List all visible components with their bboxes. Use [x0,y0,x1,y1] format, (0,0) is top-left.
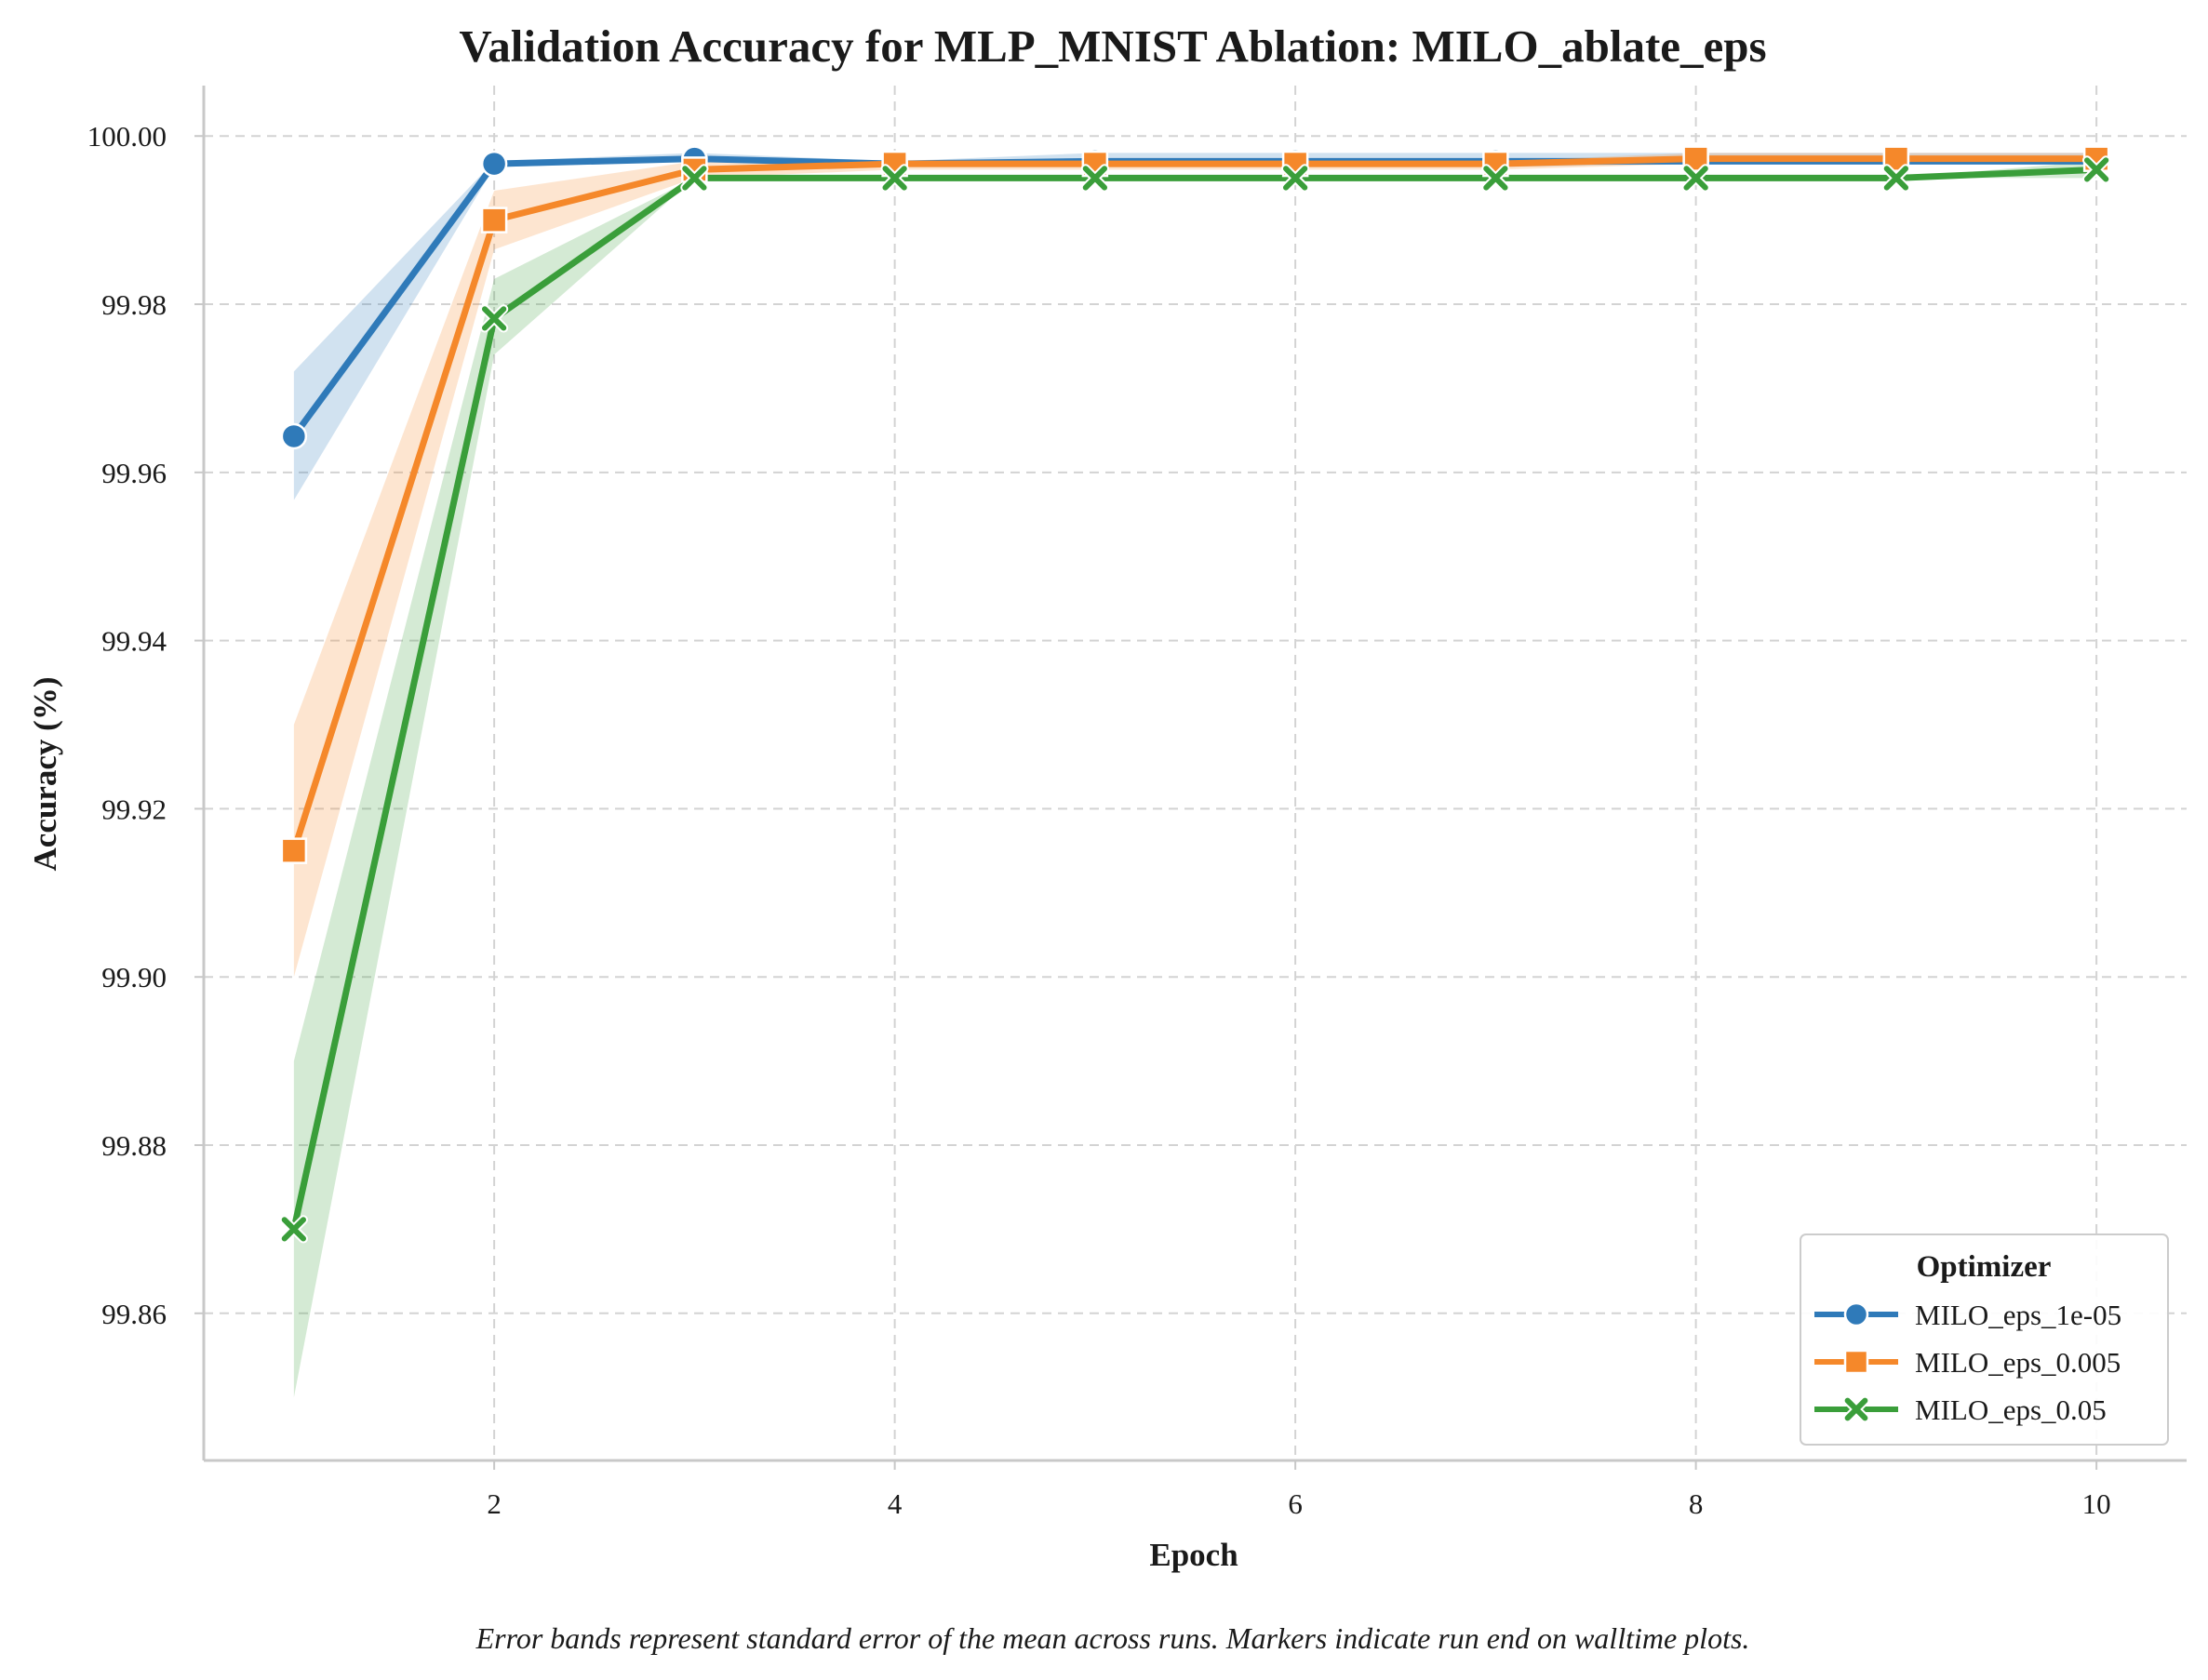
y-tick-label: 99.98 [101,288,167,321]
y-tick-label: 99.96 [101,457,167,489]
data-point [279,1215,309,1244]
x-tick-label: 4 [888,1487,903,1520]
x-tick-label: 6 [1288,1487,1303,1520]
legend-label: MILO_eps_1e-05 [1915,1299,2121,1331]
x-tick-label: 10 [2082,1487,2111,1520]
error-bands [293,153,2097,1398]
y-tick-label: 99.94 [101,625,167,658]
legend-entries: MILO_eps_1e-05 MILO_eps_0.005 MILO_eps_0.0… [1814,1299,2121,1426]
legend-title: Optimizer [1917,1250,2052,1284]
series-markers [279,145,2111,1244]
data-point [1080,164,1110,193]
series-line [290,155,2100,855]
legend-entry: MILO_eps_1e-05 [1814,1299,2121,1331]
legend-label: MILO_eps_0.005 [1915,1346,2121,1379]
x-tick-label: 8 [1689,1487,1704,1520]
data-point [880,164,909,193]
y-tick-label: 99.88 [101,1129,167,1162]
y-ticks: 99.86 99.88 99.90 99.92 99.94 99.96 99.98 100.0… [87,120,204,1330]
series-line [290,166,2100,1233]
y-tick-label: 99.86 [101,1298,167,1330]
data-point [280,837,308,864]
data-point [480,207,508,233]
y-axis-label: Accuracy (%) [27,677,63,872]
y-tick-label: 100.00 [87,120,167,153]
data-point [1843,1349,1869,1375]
data-point [680,164,709,193]
data-point [1881,164,1911,193]
legend-box [1800,1233,2169,1446]
data-point [480,150,508,178]
series-lines [290,155,2100,1233]
legend-entry: MILO_eps_0.005 [1814,1346,2121,1379]
data-point [2082,155,2111,184]
legend-entry: MILO_eps_0.05 [1814,1393,2107,1426]
y-tick-label: 99.92 [101,793,167,825]
data-point [1681,164,1710,193]
data-point [1843,1301,1869,1327]
legend: Optimizer MILO_eps_1e-05MILO_eps_0.005MI… [1800,1233,2169,1446]
data-point [1280,164,1310,193]
y-tick-label: 99.90 [101,961,167,993]
data-point [479,304,509,333]
data-point [1842,1395,1870,1423]
chart-title: Validation Accuracy for MLP_MNIST Ablati… [459,20,1766,72]
axes [202,86,2187,1462]
legend-label: MILO_eps_0.05 [1915,1393,2107,1426]
x-ticks: 2 4 6 8 10 [487,1460,2111,1520]
x-axis-label: Epoch [1149,1537,1238,1573]
error-band [293,161,2097,1398]
data-point [280,422,308,450]
x-tick-label: 2 [487,1487,502,1520]
figure-caption: Error bands represent standard error of … [475,1621,1750,1655]
data-point [1481,164,1510,193]
